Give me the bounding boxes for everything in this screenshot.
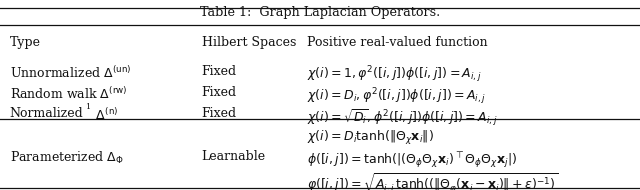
Text: $\chi(i) = D_i, \varphi^2([i,j])\phi([i,j]) = A_{i,j}$: $\chi(i) = D_i, \varphi^2([i,j])\phi([i,… [307,86,486,107]
Text: Hilbert Spaces: Hilbert Spaces [202,36,296,49]
Text: Parameterized $\Delta_{\Phi}$: Parameterized $\Delta_{\Phi}$ [10,150,124,166]
Text: Fixed: Fixed [202,107,237,120]
Text: Positive real-valued function: Positive real-valued function [307,36,488,49]
Text: $\chi(i) = \sqrt{D_i}, \phi^2([i,j])\phi([i,j]) = A_{i,j}$: $\chi(i) = \sqrt{D_i}, \phi^2([i,j])\phi… [307,107,498,128]
Text: Type: Type [10,36,40,49]
Text: Table 1:  Graph Laplacian Operators.: Table 1: Graph Laplacian Operators. [200,6,440,19]
Text: $\chi(i) = D_i \tanh(\|\Theta_\chi \mathbf{x}_i\|)$: $\chi(i) = D_i \tanh(\|\Theta_\chi \math… [307,129,434,147]
Text: Fixed: Fixed [202,65,237,78]
Text: 1: 1 [85,103,90,111]
Text: Learnable: Learnable [202,150,266,163]
Text: $\varphi([i,j]) = \sqrt{A_{i,j}\, \tanh((\|\Theta_\varphi(\mathbf{x}_i - \mathbf: $\varphi([i,j]) = \sqrt{A_{i,j}\, \tanh(… [307,172,558,190]
Text: $\phi([i,j]) = \tanh(|(\Theta_\phi\Theta_\chi \mathbf{x}_i)^\top\Theta_\phi\Thet: $\phi([i,j]) = \tanh(|(\Theta_\phi\Theta… [307,150,518,170]
Text: $\Delta^{(\mathrm{n})}$: $\Delta^{(\mathrm{n})}$ [92,107,118,123]
Text: Unnormalized $\Delta^{(\mathrm{un})}$: Unnormalized $\Delta^{(\mathrm{un})}$ [10,65,131,81]
Text: Random walk $\Delta^{(\mathrm{rw})}$: Random walk $\Delta^{(\mathrm{rw})}$ [10,86,127,102]
Text: Fixed: Fixed [202,86,237,99]
Text: $\chi(i) = 1, \varphi^2([i,j])\phi([i,j]) = A_{i,j}$: $\chi(i) = 1, \varphi^2([i,j])\phi([i,j]… [307,65,482,85]
Text: Normalized: Normalized [10,107,83,120]
